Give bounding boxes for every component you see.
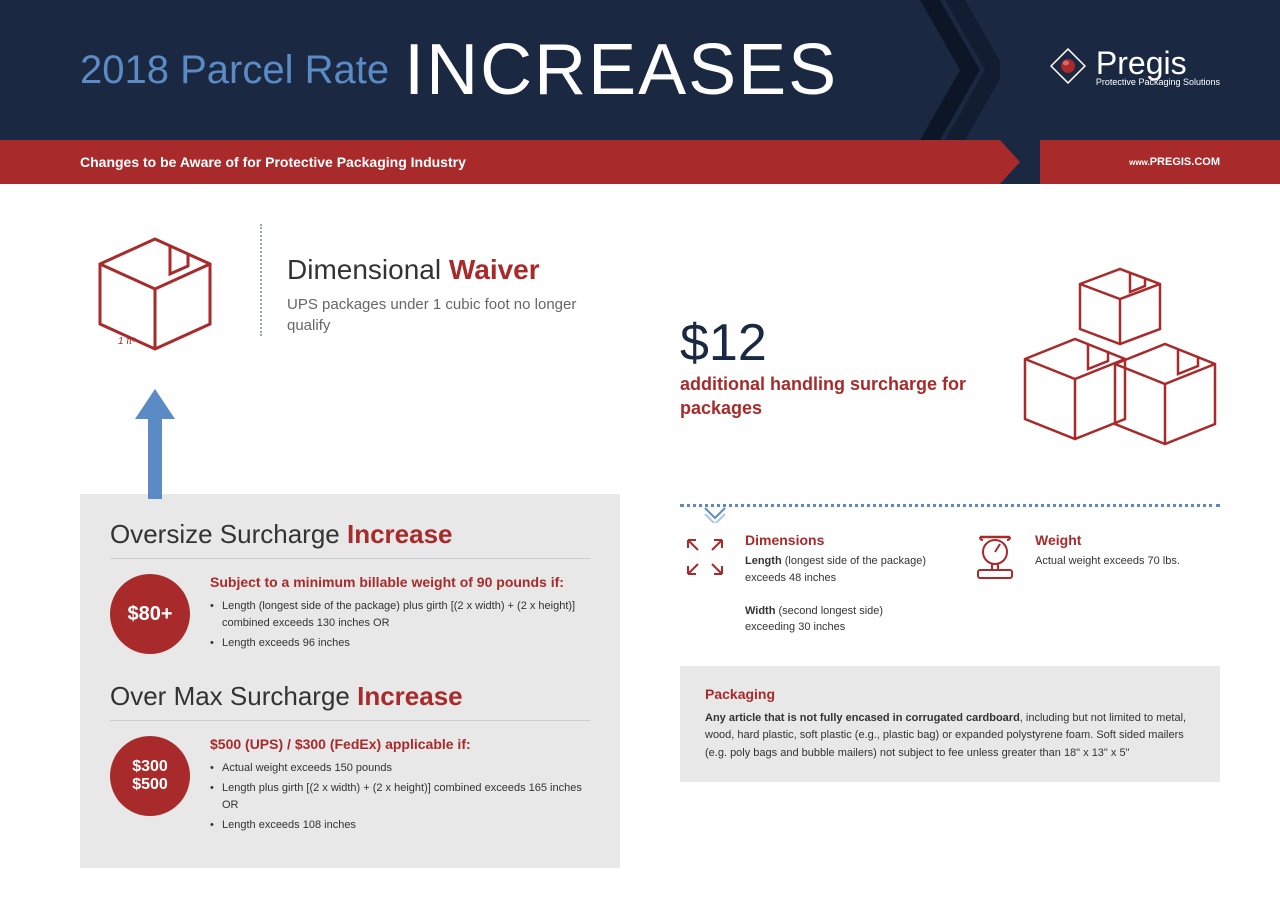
svg-text:1 ft³: 1 ft³ [118, 336, 136, 347]
oversize-subtitle: Subject to a minimum billable weight of … [210, 574, 590, 590]
weight-spec: Weight Actual weight exceeds 70 lbs. [970, 532, 1220, 636]
waiver-text: Dimensional Waiver UPS packages under 1 … [260, 224, 620, 336]
oversize-title: Oversize Surcharge Increase [110, 519, 590, 559]
packaging-body: Any article that is not fully encased in… [705, 710, 1195, 763]
dimensions-spec: Dimensions Length (longest side of the p… [680, 532, 930, 636]
chevron-decoration [920, 0, 1000, 140]
waiver-body: UPS packages under 1 cubic foot no longe… [287, 294, 620, 336]
oversize-list: Length (longest side of the package) plu… [210, 598, 590, 652]
overmax-subtitle: $500 (UPS) / $300 (FedEx) applicable if: [210, 736, 590, 752]
oversize-section: Oversize Surcharge Increase $80+ Subject… [110, 519, 590, 656]
list-item: Actual weight exceeds 150 pounds [210, 760, 590, 777]
subheader-notch [1000, 140, 1040, 184]
overmax-title: Over Max Surcharge Increase [110, 681, 590, 721]
subheader-url: www.PREGIS.COM [1129, 156, 1220, 168]
dimensions-body: Length (longest side of the package) exc… [745, 553, 930, 636]
weight-body: Actual weight exceeds 70 lbs. [1035, 553, 1180, 570]
subheader: Changes to be Aware of for Protective Pa… [0, 140, 1280, 184]
left-column: 1 ft³ Dimensional Waiver UPS packages un… [80, 224, 620, 868]
right-column: $12 additional handling surcharge for pa… [680, 224, 1220, 868]
title-year: 2018 Parcel Rate [80, 48, 389, 93]
specs-row: Dimensions Length (longest side of the p… [680, 532, 1220, 636]
packaging-box: Packaging Any article that is not fully … [680, 666, 1220, 783]
logo-tagline: Protective Packaging Solutions [1096, 77, 1220, 87]
handling-price: $12 [680, 313, 970, 373]
surcharge-box: Oversize Surcharge Increase $80+ Subject… [80, 494, 620, 868]
logo: Pregis Protective Packaging Solutions [1050, 45, 1220, 87]
overmax-section: Over Max Surcharge Increase $300 $500 $5… [110, 681, 590, 838]
header: 2018 Parcel Rate INCREASES Pregis Protec… [0, 0, 1280, 140]
subheader-text: Changes to be Aware of for Protective Pa… [80, 154, 466, 170]
list-item: Length exceeds 108 inches [210, 817, 590, 834]
dimensions-title: Dimensions [745, 532, 930, 548]
box-icon: 1 ft³ [80, 224, 230, 369]
waiver-title: Dimensional Waiver [287, 254, 620, 286]
list-item: Length (longest side of the package) plu… [210, 598, 590, 631]
handling-desc: additional handling surcharge for packag… [680, 373, 970, 420]
overmax-badge: $300 $500 [110, 736, 190, 816]
boxes-stack-icon [1000, 264, 1220, 469]
handling-section: $12 additional handling surcharge for pa… [680, 264, 1220, 469]
waiver-section: 1 ft³ Dimensional Waiver UPS packages un… [80, 224, 620, 369]
chevron-down-icon [700, 505, 730, 523]
arrow-up-icon [130, 389, 180, 499]
list-item: Length plus girth [(2 x width) + (2 x he… [210, 780, 590, 813]
weight-title: Weight [1035, 532, 1180, 548]
list-item: Length exceeds 96 inches [210, 635, 590, 652]
packaging-title: Packaging [705, 686, 1195, 702]
logo-icon [1050, 48, 1086, 84]
content: 1 ft³ Dimensional Waiver UPS packages un… [0, 184, 1280, 908]
oversize-badge: $80+ [110, 574, 190, 654]
weight-icon [970, 532, 1020, 636]
divider [680, 504, 1220, 507]
title-main: INCREASES [404, 29, 838, 111]
dimensions-icon [680, 532, 730, 636]
overmax-list: Actual weight exceeds 150 pounds Length … [210, 760, 590, 834]
